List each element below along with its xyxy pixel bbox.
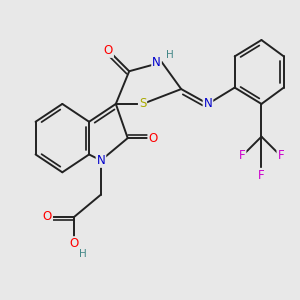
Text: N: N [204,98,212,110]
Text: S: S [139,98,146,110]
Text: F: F [258,169,265,182]
Text: N: N [97,154,105,167]
Text: O: O [43,210,52,224]
Text: F: F [239,149,245,162]
Text: O: O [148,132,158,145]
Text: F: F [278,149,284,162]
Text: H: H [79,249,87,259]
Text: N: N [152,56,161,69]
Text: O: O [104,44,113,57]
Text: O: O [70,237,79,250]
Text: H: H [166,50,174,60]
